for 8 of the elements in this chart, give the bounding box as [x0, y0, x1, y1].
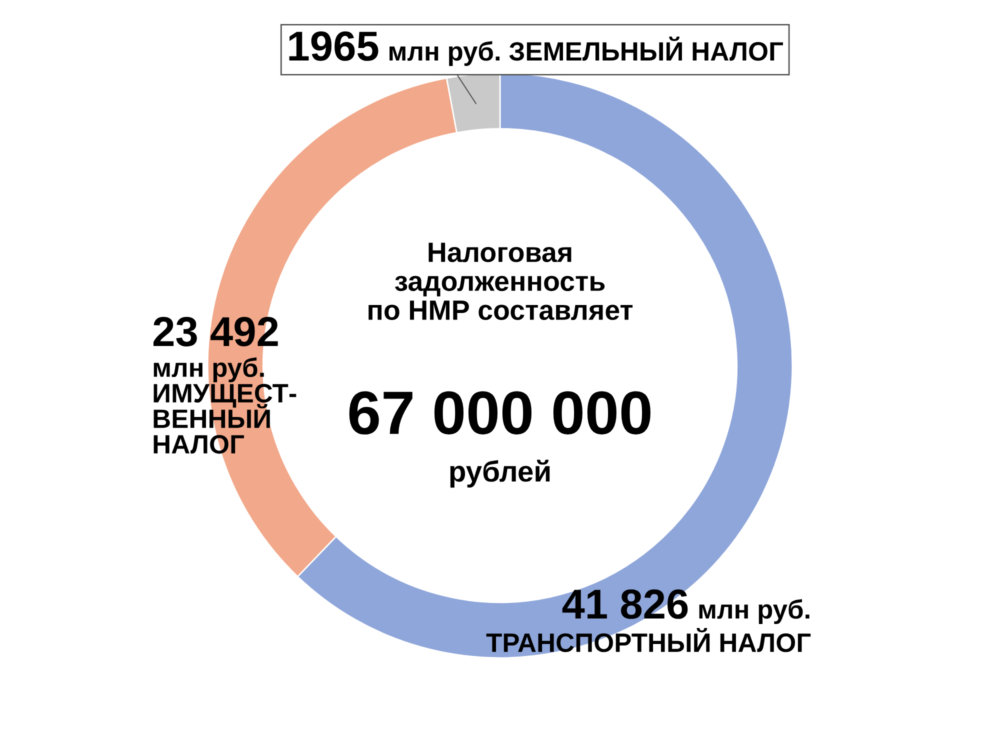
data-label: 1965	[289, 31, 378, 61]
text: 67 000 000	[349, 391, 650, 435]
text: рублей	[450, 460, 550, 488]
slice-label: млн руб. ЗЕМЕЛЬНЫЙ НАЛОГ	[390, 36, 783, 66]
slice-label: млн руб. ИМУЩЕСТ- ВЕННЫЙ НАЛОГ	[154, 357, 296, 454]
data-label: 23 492	[153, 316, 278, 346]
data-label: 41 826	[562, 589, 688, 619]
text: Налоговая задолженность по НМР составляет	[368, 242, 633, 320]
